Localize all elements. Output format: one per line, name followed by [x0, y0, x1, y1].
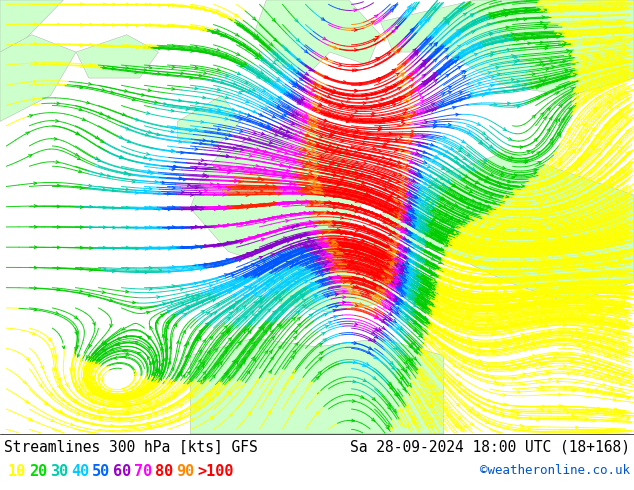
Polygon shape — [380, 152, 634, 304]
Polygon shape — [254, 239, 412, 312]
Text: 80: 80 — [155, 464, 173, 479]
Text: Sa 28-09-2024 18:00 UTC (18+168): Sa 28-09-2024 18:00 UTC (18+168) — [350, 440, 630, 455]
Polygon shape — [380, 0, 634, 96]
Text: ©weatheronline.co.uk: ©weatheronline.co.uk — [480, 464, 630, 477]
Text: 20: 20 — [29, 464, 48, 479]
Text: 90: 90 — [176, 464, 194, 479]
Polygon shape — [190, 122, 368, 269]
Polygon shape — [190, 338, 444, 434]
Text: 60: 60 — [113, 464, 131, 479]
Text: 10: 10 — [8, 464, 26, 479]
Text: 40: 40 — [71, 464, 89, 479]
Text: 70: 70 — [134, 464, 152, 479]
Polygon shape — [178, 96, 241, 147]
Polygon shape — [0, 35, 76, 122]
Text: >100: >100 — [197, 464, 233, 479]
Polygon shape — [76, 35, 158, 78]
Text: 30: 30 — [50, 464, 68, 479]
Text: Streamlines 300 hPa [kts] GFS: Streamlines 300 hPa [kts] GFS — [4, 440, 258, 455]
Polygon shape — [254, 0, 380, 78]
Text: 50: 50 — [92, 464, 110, 479]
Polygon shape — [0, 0, 63, 65]
